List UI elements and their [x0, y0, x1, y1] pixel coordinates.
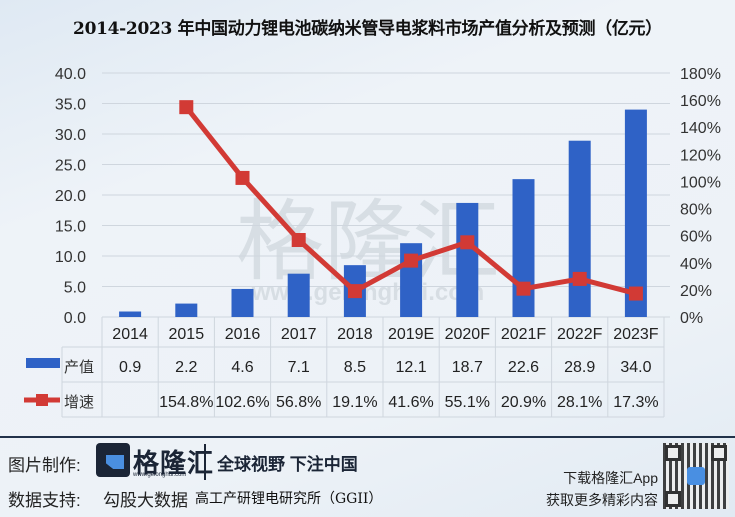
footer-divider — [0, 436, 735, 438]
qr-corner — [665, 491, 681, 507]
y-left-tick: 35.0 — [55, 97, 86, 114]
growth-value-cell: 41.6% — [388, 394, 433, 411]
bar — [512, 179, 535, 317]
y-left-tick: 30.0 — [55, 127, 86, 144]
y-right-tick: 100% — [680, 174, 721, 191]
slogan: 全球视野 下注中国 — [217, 455, 358, 474]
more-content-text: 获取更多精彩内容 — [546, 492, 658, 508]
growth-value-cell: 55.1% — [445, 394, 490, 411]
y-left-tick: 10.0 — [55, 249, 86, 266]
y-right-tick: 80% — [680, 202, 712, 219]
brand-separator — [204, 444, 206, 480]
bar — [456, 202, 479, 317]
qr-code-icon[interactable] — [663, 443, 729, 509]
x-category-label: 2019E — [388, 326, 434, 343]
x-category-label: 2022F — [557, 326, 603, 343]
bar-value-cell: 34.0 — [620, 359, 651, 376]
x-category-label: 2021F — [501, 326, 547, 343]
bar-value-cell: 22.6 — [508, 359, 539, 376]
x-category-label: 2015 — [169, 326, 205, 343]
legend-bar-label: 产值 — [64, 359, 94, 376]
y-left-tick: 25.0 — [55, 158, 86, 175]
y-left-tick: 0.0 — [64, 310, 86, 327]
growth-value-cell: 154.8% — [159, 394, 213, 411]
qr-corner — [665, 445, 681, 461]
bar-value-cell: 12.1 — [396, 359, 427, 376]
y-right-tick: 40% — [680, 256, 712, 273]
combo-chart: 格隆汇www.gelonghui.com0.05.010.015.020.025… — [24, 66, 721, 418]
brand-url: www.gelonghui.com — [133, 472, 187, 478]
y-right-tick: 20% — [680, 283, 712, 300]
y-right-tick: 160% — [680, 93, 721, 110]
y-right-tick: 180% — [680, 66, 721, 83]
bar — [119, 311, 142, 317]
y-right-tick: 140% — [680, 120, 721, 137]
y-right-tick: 60% — [680, 229, 712, 246]
line-marker — [404, 253, 419, 268]
x-category-label: 2014 — [112, 326, 148, 343]
made-by-label: 图片制作: — [8, 456, 81, 475]
line-marker — [347, 284, 362, 299]
chart-title: 2014-2023 年中国动力锂电池碳纳米管导电浆料市场产值分析及预测（亿元） — [73, 19, 662, 39]
y-left-tick: 20.0 — [55, 188, 86, 205]
bar-value-cell: 0.9 — [119, 359, 141, 376]
x-category-label: 2023F — [613, 326, 659, 343]
bar — [568, 140, 591, 317]
brand-name: 格隆汇 — [133, 448, 215, 478]
x-category-label: 2017 — [281, 326, 317, 343]
y-left-tick: 15.0 — [55, 219, 86, 236]
growth-value-cell: 56.8% — [276, 394, 321, 411]
y-left-tick: 40.0 — [55, 66, 86, 83]
bar-value-cell: 28.9 — [564, 359, 595, 376]
watermark-text: 格隆汇 — [236, 192, 500, 291]
line-marker — [291, 233, 306, 248]
bar-value-cell: 7.1 — [288, 359, 310, 376]
legend-line-label: 增速 — [64, 394, 94, 411]
data-support-label: 数据支持: — [8, 491, 81, 510]
qr-corner — [711, 445, 727, 461]
qr-logo-icon — [687, 467, 705, 485]
x-category-label: 2018 — [337, 326, 373, 343]
bar — [231, 288, 254, 317]
line-marker — [460, 235, 475, 250]
growth-value-cell: 102.6% — [215, 394, 269, 411]
data-support-source-2: 高工产研锂电研究所（GGII） — [195, 491, 383, 507]
bar — [287, 273, 310, 317]
bar-value-cell: 8.5 — [344, 359, 366, 376]
line-marker — [516, 281, 531, 296]
line-marker — [179, 100, 194, 115]
growth-value-cell: 19.1% — [332, 394, 377, 411]
growth-value-cell: 28.1% — [557, 394, 602, 411]
growth-value-cell: 17.3% — [613, 394, 658, 411]
growth-value-cell: 20.9% — [501, 394, 546, 411]
data-support-source-1: 勾股大数据 — [103, 491, 188, 510]
bar-value-cell: 2.2 — [175, 359, 197, 376]
bar — [175, 303, 198, 317]
bar-value-cell: 18.7 — [452, 359, 483, 376]
y-right-tick: 0% — [680, 310, 703, 327]
y-right-tick: 120% — [680, 147, 721, 164]
line-marker — [628, 286, 643, 301]
download-app-text: 下载格隆汇App — [563, 470, 658, 486]
line-marker — [235, 170, 250, 185]
x-category-label: 2016 — [225, 326, 261, 343]
gelonghui-logo-icon — [96, 443, 130, 477]
bar — [624, 109, 647, 317]
line-marker — [572, 271, 587, 286]
legend-bar-swatch — [26, 358, 60, 368]
x-category-label: 2020F — [445, 326, 491, 343]
bar-value-cell: 4.6 — [231, 359, 253, 376]
y-left-tick: 5.0 — [64, 280, 86, 297]
